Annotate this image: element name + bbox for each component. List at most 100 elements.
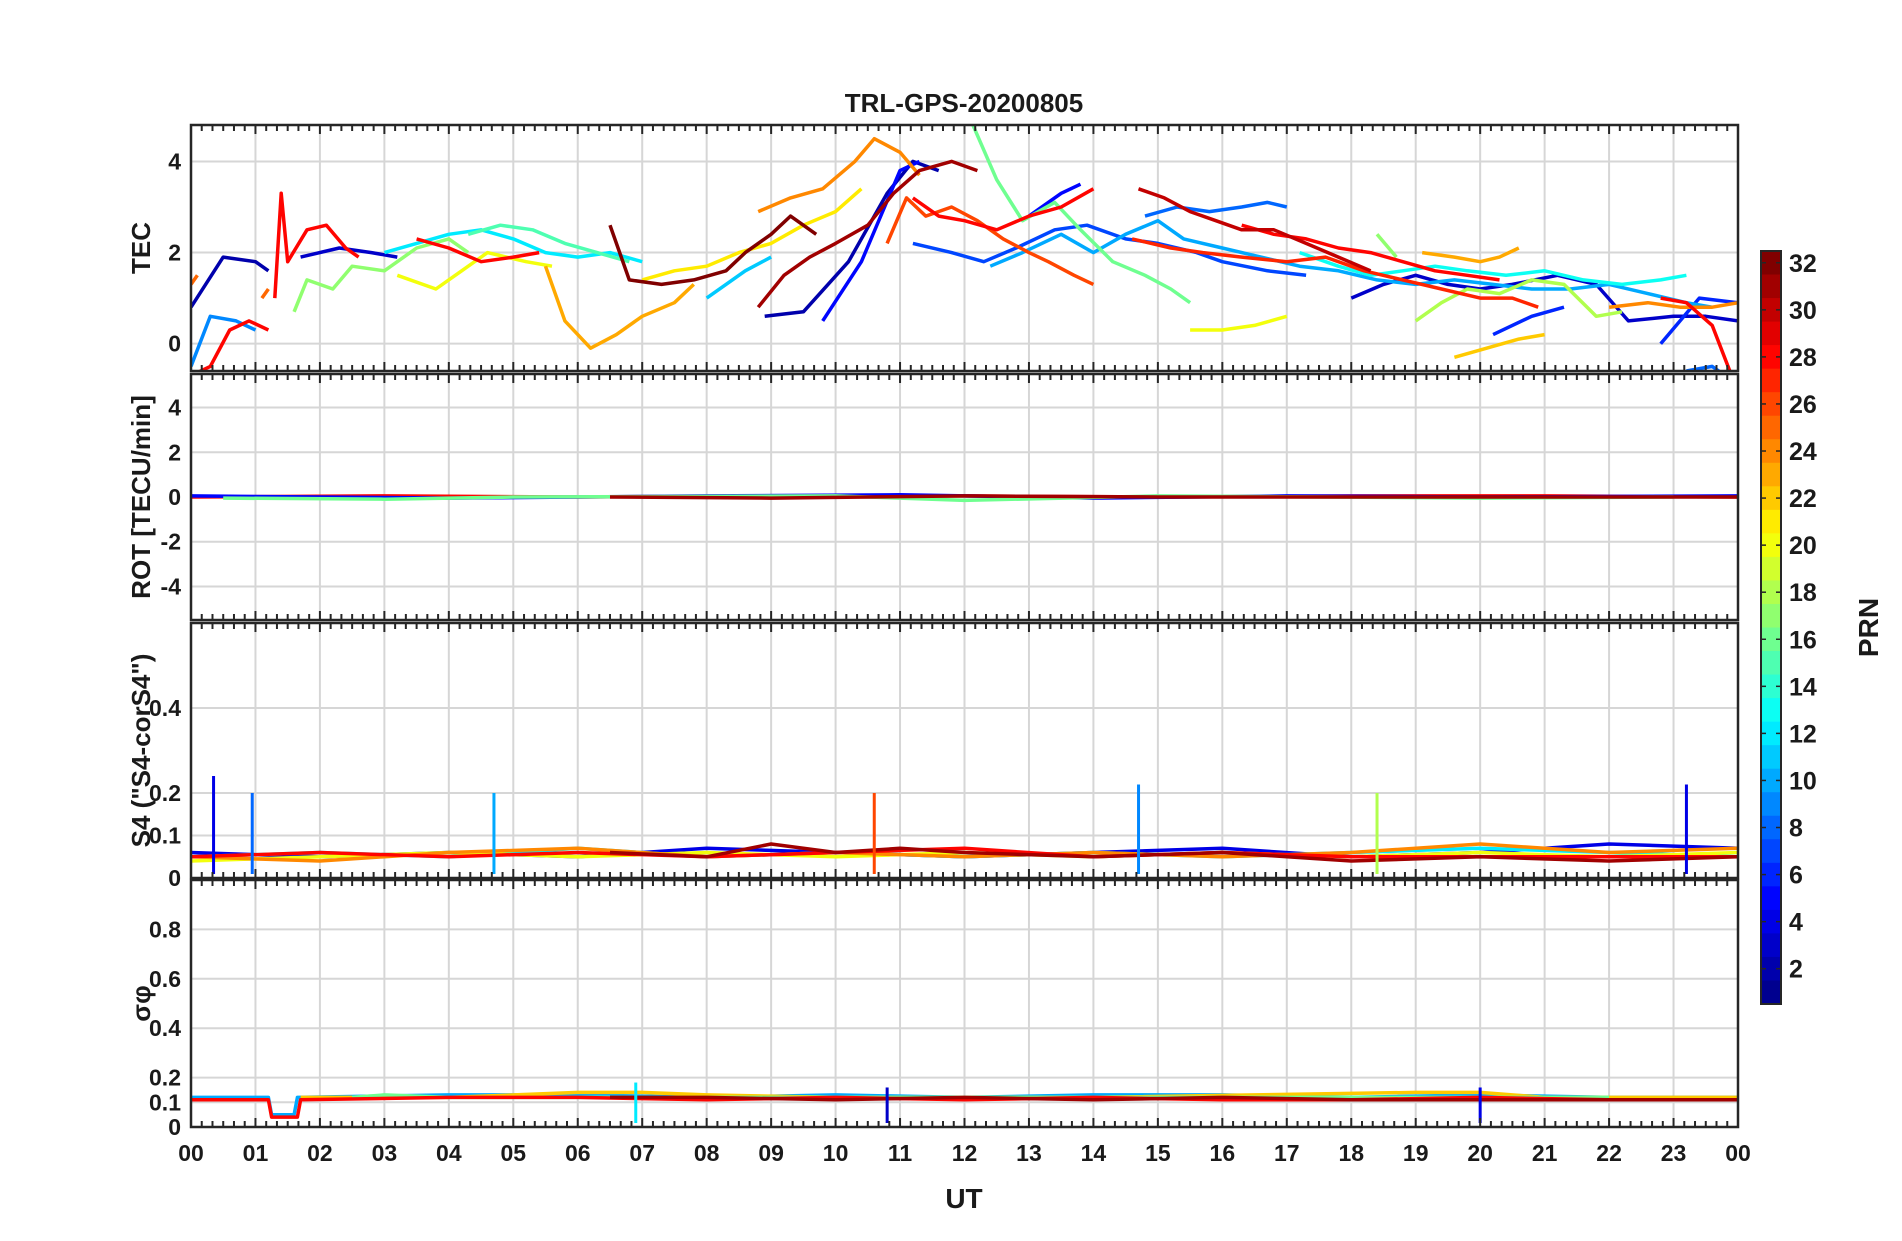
colorbar-band bbox=[1761, 603, 1781, 629]
series-line-prn-20 bbox=[396, 250, 553, 291]
colorbar-band bbox=[1761, 439, 1781, 464]
x-tick-label: 10 bbox=[823, 1140, 849, 1166]
x-tick-label: 17 bbox=[1274, 1140, 1300, 1166]
colorbar-band bbox=[1761, 415, 1781, 440]
series-line-prn-24 bbox=[1608, 300, 1738, 309]
series-line-prn-2 bbox=[191, 255, 270, 309]
series-line-prn-10 bbox=[989, 218, 1713, 309]
y-axis-label-rot: ROT [TECU/min] bbox=[126, 395, 156, 599]
x-tick-label: 21 bbox=[1532, 1140, 1558, 1166]
series-line-prn-9 bbox=[191, 314, 257, 368]
series-line-prn-31 bbox=[610, 1095, 1738, 1102]
series-line-prn-6 bbox=[1659, 296, 1738, 345]
colorbar-tick-label: 14 bbox=[1789, 673, 1817, 701]
colorbar-band bbox=[1761, 651, 1781, 676]
y-tick-label: 0.4 bbox=[149, 1015, 181, 1041]
colorbar-band bbox=[1761, 956, 1781, 982]
y-axis-label-sigma: σφ bbox=[126, 985, 156, 1021]
series-line-prn-27 bbox=[1131, 237, 1539, 309]
x-tick-label: 00 bbox=[1725, 1140, 1751, 1166]
colorbar-band bbox=[1761, 768, 1781, 793]
colorbar-band bbox=[1761, 886, 1781, 911]
series-line-prn-8 bbox=[1144, 200, 1288, 218]
x-tick-label: 19 bbox=[1403, 1140, 1429, 1166]
series-line-prn-21 bbox=[641, 187, 863, 282]
y-tick-label: -4 bbox=[161, 573, 182, 599]
y-tick-label: 0.2 bbox=[149, 780, 181, 806]
y-tick-label: -2 bbox=[161, 529, 181, 555]
colorbar-band bbox=[1761, 815, 1781, 840]
colorbar-band bbox=[1761, 368, 1781, 393]
series-line-prn-24 bbox=[757, 136, 921, 214]
series-line-prn-15 bbox=[467, 223, 630, 264]
colorbar-band bbox=[1761, 321, 1781, 346]
y-axis-label-s4: S4 ("S4-corS4") bbox=[126, 654, 156, 848]
x-tick-label: 04 bbox=[436, 1140, 462, 1166]
y-tick-label: 0 bbox=[168, 865, 181, 891]
colorbar-frame bbox=[1760, 250, 1782, 1005]
colorbar-tick-label: 20 bbox=[1789, 532, 1817, 560]
y-tick-label: 4 bbox=[168, 148, 181, 174]
series-line-prn-31 bbox=[756, 159, 978, 309]
colorbar-band bbox=[1761, 509, 1781, 534]
y-tick-label: 0 bbox=[168, 484, 181, 510]
x-tick-label: 01 bbox=[243, 1140, 269, 1166]
colorbar-band bbox=[1761, 862, 1781, 887]
colorbar-band bbox=[1761, 909, 1781, 935]
colorbar-tick-label: 6 bbox=[1789, 862, 1803, 890]
series-line-prn-17 bbox=[1375, 233, 1398, 259]
y-tick-label: 4 bbox=[168, 395, 181, 421]
series-line-prn-23 bbox=[543, 265, 696, 350]
colorbar-tick-label: 8 bbox=[1789, 815, 1803, 843]
series-line-prn-30 bbox=[1137, 187, 1372, 273]
colorbar-band bbox=[1761, 933, 1781, 958]
series-line-prn-11 bbox=[705, 255, 772, 300]
series-line-prn-20 bbox=[1190, 314, 1288, 332]
colorbar-band bbox=[1761, 745, 1781, 770]
colorbar-tick-label: 22 bbox=[1789, 485, 1817, 513]
series-line-prn-25 bbox=[260, 287, 270, 300]
colorbar-band bbox=[1761, 251, 1781, 276]
series-line-prn-31 bbox=[609, 842, 1738, 863]
colorbar-tick-label: 24 bbox=[1789, 438, 1817, 466]
colorbar-tick-label: 28 bbox=[1789, 344, 1817, 372]
colorbar-tick-label: 4 bbox=[1789, 909, 1803, 937]
colorbar-band bbox=[1761, 274, 1781, 299]
x-tick-label: 12 bbox=[952, 1140, 978, 1166]
x-tick-label: 11 bbox=[888, 1140, 913, 1166]
x-tick-label: 13 bbox=[1016, 1140, 1042, 1166]
series-line-prn-23 bbox=[1421, 246, 1520, 264]
series-line-prn-17 bbox=[292, 237, 470, 313]
series-line-prn-3 bbox=[300, 246, 398, 259]
x-tick-label: 07 bbox=[629, 1140, 655, 1166]
x-tick-label: 22 bbox=[1596, 1140, 1622, 1166]
series-line-prn-13 bbox=[1299, 250, 1687, 287]
colorbar-tick-label: 16 bbox=[1789, 626, 1817, 654]
x-tick-label: 14 bbox=[1081, 1140, 1107, 1166]
colorbar-band bbox=[1761, 298, 1781, 323]
series-line-prn-16 bbox=[970, 125, 1192, 305]
series-line-prn-7 bbox=[912, 223, 1307, 278]
series-line-prn-5 bbox=[1027, 182, 1082, 218]
x-tick-label: 15 bbox=[1145, 1140, 1171, 1166]
colorbar-band bbox=[1761, 721, 1781, 746]
colorbar-tick-label: 2 bbox=[1789, 956, 1803, 984]
colorbar-band bbox=[1761, 839, 1781, 864]
y-tick-label: 0 bbox=[168, 1114, 181, 1140]
series-line-prn-6 bbox=[1492, 305, 1565, 337]
colorbar-band bbox=[1761, 698, 1781, 723]
y-axis-label-tec: TEC bbox=[126, 222, 156, 274]
x-tick-label: 18 bbox=[1338, 1140, 1364, 1166]
x-tick-label: 00 bbox=[178, 1140, 204, 1166]
series-line-prn-18 bbox=[1414, 278, 1623, 323]
colorbar-band bbox=[1761, 627, 1781, 652]
colorbar-band bbox=[1761, 792, 1781, 817]
colorbar-tick-label: 10 bbox=[1789, 767, 1817, 795]
y-tick-label: 0.2 bbox=[149, 1065, 181, 1091]
colorbar-tick-label: 30 bbox=[1789, 297, 1817, 325]
colorbar-band bbox=[1761, 345, 1781, 370]
y-tick-label: 0.8 bbox=[149, 916, 181, 942]
y-tick-label: 0.1 bbox=[149, 1089, 181, 1115]
